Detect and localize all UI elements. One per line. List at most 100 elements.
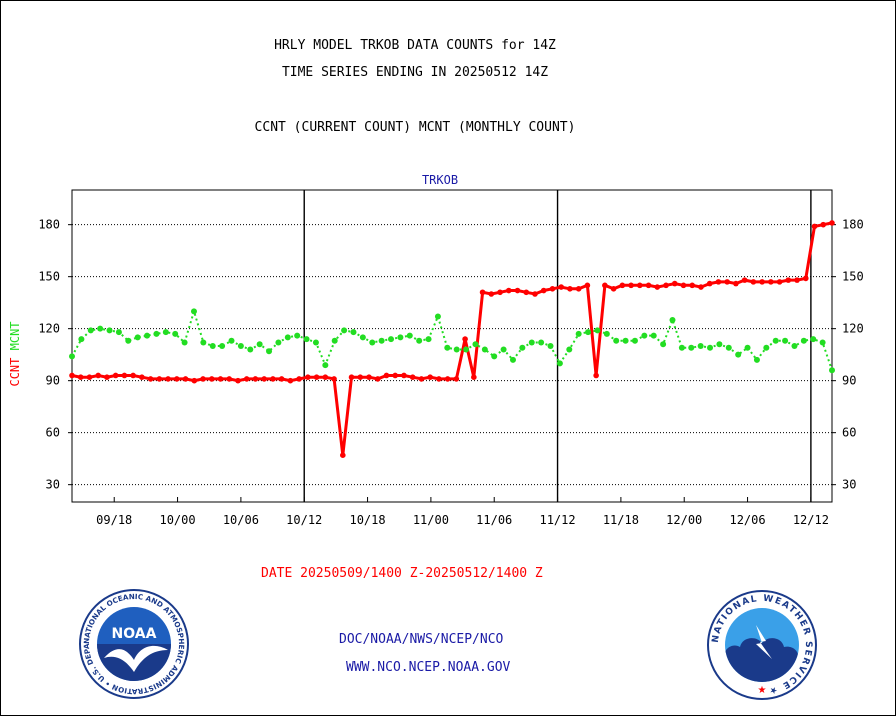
series-point-mcnt-67 <box>697 343 704 349</box>
series-point-mcnt-62 <box>650 332 657 339</box>
series-point-ccnt-15 <box>200 376 206 382</box>
series-point-ccnt-38 <box>401 372 407 379</box>
series-point-ccnt-44 <box>453 376 460 382</box>
footer-website-link[interactable]: WWW.NCO.NCEP.NOAA.GOV <box>346 660 511 675</box>
series-point-mcnt-27 <box>322 362 329 369</box>
series-point-ccnt-36 <box>383 372 390 379</box>
series-point-mcnt-37 <box>416 337 423 344</box>
series-point-ccnt-32 <box>348 374 355 381</box>
y-tick-label-right-150: 150 <box>842 270 864 284</box>
series-point-ccnt-28 <box>313 374 320 381</box>
series-point-mcnt-66 <box>688 344 695 351</box>
noaa-logo-text: NOAA <box>112 626 157 642</box>
y-tick-label-right-90: 90 <box>842 374 856 388</box>
y-tick-label-left-60: 60 <box>46 426 60 440</box>
series-point-ccnt-2 <box>86 374 93 381</box>
series-point-ccnt-74 <box>715 279 722 285</box>
series-point-mcnt-53 <box>566 346 573 353</box>
series-point-ccnt-14 <box>191 377 198 384</box>
series-point-ccnt-9 <box>147 376 154 382</box>
y-tick-label-right-180: 180 <box>842 218 864 232</box>
series-point-mcnt-18 <box>237 343 244 349</box>
series-point-ccnt-8 <box>139 374 145 381</box>
series-point-ccnt-67 <box>654 284 661 290</box>
series-point-ccnt-72 <box>698 284 704 290</box>
series-point-ccnt-1 <box>77 374 84 381</box>
x-tick-label-5: 11/00 <box>413 513 449 527</box>
series-point-mcnt-2 <box>87 327 94 334</box>
series-point-mcnt-65 <box>678 344 685 351</box>
series-point-ccnt-65 <box>637 282 643 289</box>
series-point-mcnt-61 <box>641 332 648 339</box>
series-point-ccnt-3 <box>95 372 102 379</box>
series-point-ccnt-80 <box>768 279 774 285</box>
time-series-chart: TRKOB 30 30 60 60 90 90 120 120 150 150 180 180 09/18… <box>8 173 864 527</box>
x-tick-label-1: 10/00 <box>159 513 195 527</box>
y-tick-label-right-120: 120 <box>842 322 864 336</box>
x-tick-label-4: 10/18 <box>349 513 385 527</box>
series-point-mcnt-32 <box>369 339 376 346</box>
y-tick-label-left-90: 90 <box>46 374 60 388</box>
series-point-ccnt-24 <box>278 376 285 382</box>
series-point-mcnt-46 <box>500 346 507 353</box>
series-point-mcnt-48 <box>519 344 526 351</box>
series-point-ccnt-68 <box>663 282 669 289</box>
series-point-mcnt-73 <box>753 356 760 363</box>
series-point-ccnt-51 <box>514 287 521 294</box>
series-point-ccnt-12 <box>174 376 180 382</box>
series-point-mcnt-36 <box>406 332 413 339</box>
series-point-mcnt-33 <box>378 337 385 344</box>
series-point-mcnt-44 <box>481 346 488 353</box>
series-point-ccnt-22 <box>261 376 267 382</box>
series-point-ccnt-11 <box>165 376 171 382</box>
series-point-mcnt-58 <box>613 337 620 344</box>
series-point-mcnt-11 <box>172 330 179 337</box>
series-point-ccnt-42 <box>436 376 442 382</box>
x-tick-label-7: 11/12 <box>539 513 575 527</box>
series-point-mcnt-10 <box>162 329 169 336</box>
series-point-mcnt-64 <box>669 317 676 323</box>
series-point-ccnt-31 <box>340 452 346 459</box>
series-point-ccnt-19 <box>235 377 241 384</box>
series-point-ccnt-60 <box>593 372 599 379</box>
series-point-mcnt-23 <box>284 334 291 341</box>
series-point-mcnt-75 <box>772 337 779 344</box>
series-point-ccnt-30 <box>331 376 337 382</box>
series-point-ccnt-54 <box>540 287 547 294</box>
series-point-mcnt-31 <box>359 334 366 341</box>
series-point-mcnt-17 <box>228 337 235 344</box>
x-tick-label-11: 12/12 <box>793 513 829 527</box>
series-point-ccnt-10 <box>156 376 163 382</box>
series-point-mcnt-63 <box>660 341 667 348</box>
series-point-mcnt-74 <box>763 344 770 351</box>
series-point-ccnt-27 <box>305 374 311 381</box>
y-tick-label-left-30: 30 <box>46 478 60 492</box>
series-point-ccnt-5 <box>112 372 119 379</box>
series-point-ccnt-0 <box>69 372 75 379</box>
series-point-ccnt-84 <box>802 275 809 282</box>
series-point-ccnt-7 <box>130 372 136 379</box>
series-point-mcnt-24 <box>294 332 301 339</box>
series-point-mcnt-47 <box>509 356 516 363</box>
series-point-mcnt-76 <box>782 337 789 344</box>
chart-subtitle: CCNT (CURRENT COUNT) MCNT (MONTHLY COUNT… <box>254 120 576 135</box>
y-axis-label: CCNT MCNT <box>8 321 22 386</box>
series-point-mcnt-9 <box>153 330 160 337</box>
series-point-ccnt-4 <box>104 374 110 381</box>
y-tick-label-right-30: 30 <box>842 478 856 492</box>
series-point-ccnt-39 <box>409 374 416 381</box>
panel-title: TRKOB <box>422 173 458 187</box>
series-point-mcnt-0 <box>69 353 75 360</box>
date-range-label: DATE 20250509/1400 Z-20250512/1400 Z <box>261 566 543 581</box>
series-point-ccnt-56 <box>558 284 564 290</box>
nws-star-icon: ★ <box>758 685 767 696</box>
series-point-ccnt-61 <box>602 282 608 289</box>
series-point-mcnt-81 <box>829 367 835 374</box>
series-point-ccnt-83 <box>794 277 800 283</box>
series-point-ccnt-73 <box>706 280 713 287</box>
nws-storm-cloud-icon <box>725 625 799 682</box>
series-point-ccnt-33 <box>357 374 364 381</box>
series-point-ccnt-20 <box>243 376 250 382</box>
series-point-ccnt-41 <box>427 374 433 381</box>
series-point-mcnt-45 <box>491 353 498 360</box>
